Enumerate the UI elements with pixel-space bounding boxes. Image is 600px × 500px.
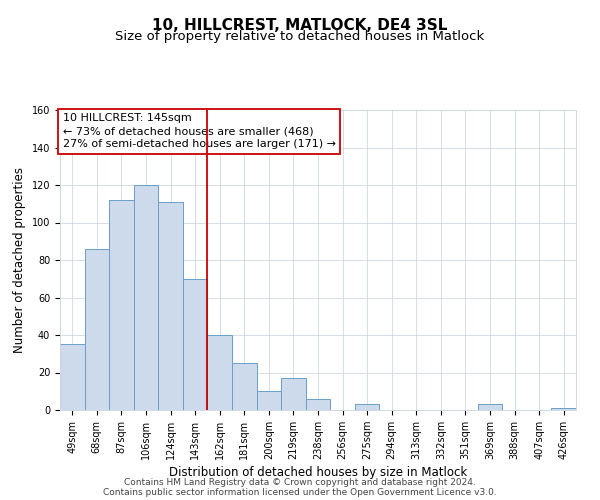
Bar xyxy=(109,200,134,410)
Bar xyxy=(551,408,576,410)
Text: Size of property relative to detached houses in Matlock: Size of property relative to detached ho… xyxy=(115,30,485,43)
X-axis label: Distribution of detached houses by size in Matlock: Distribution of detached houses by size … xyxy=(169,466,467,479)
Bar xyxy=(158,202,183,410)
Bar xyxy=(134,185,158,410)
Bar xyxy=(355,404,379,410)
Text: 10 HILLCREST: 145sqm
← 73% of detached houses are smaller (468)
27% of semi-deta: 10 HILLCREST: 145sqm ← 73% of detached h… xyxy=(62,113,335,150)
Bar xyxy=(306,399,330,410)
Bar xyxy=(60,344,85,410)
Text: Contains HM Land Registry data © Crown copyright and database right 2024.: Contains HM Land Registry data © Crown c… xyxy=(124,478,476,487)
Bar xyxy=(85,248,109,410)
Bar xyxy=(208,335,232,410)
Bar xyxy=(183,279,208,410)
Bar xyxy=(257,391,281,410)
Y-axis label: Number of detached properties: Number of detached properties xyxy=(13,167,26,353)
Text: 10, HILLCREST, MATLOCK, DE4 3SL: 10, HILLCREST, MATLOCK, DE4 3SL xyxy=(152,18,448,32)
Bar xyxy=(478,404,502,410)
Text: Contains public sector information licensed under the Open Government Licence v3: Contains public sector information licen… xyxy=(103,488,497,497)
Bar xyxy=(232,363,257,410)
Bar xyxy=(281,378,306,410)
